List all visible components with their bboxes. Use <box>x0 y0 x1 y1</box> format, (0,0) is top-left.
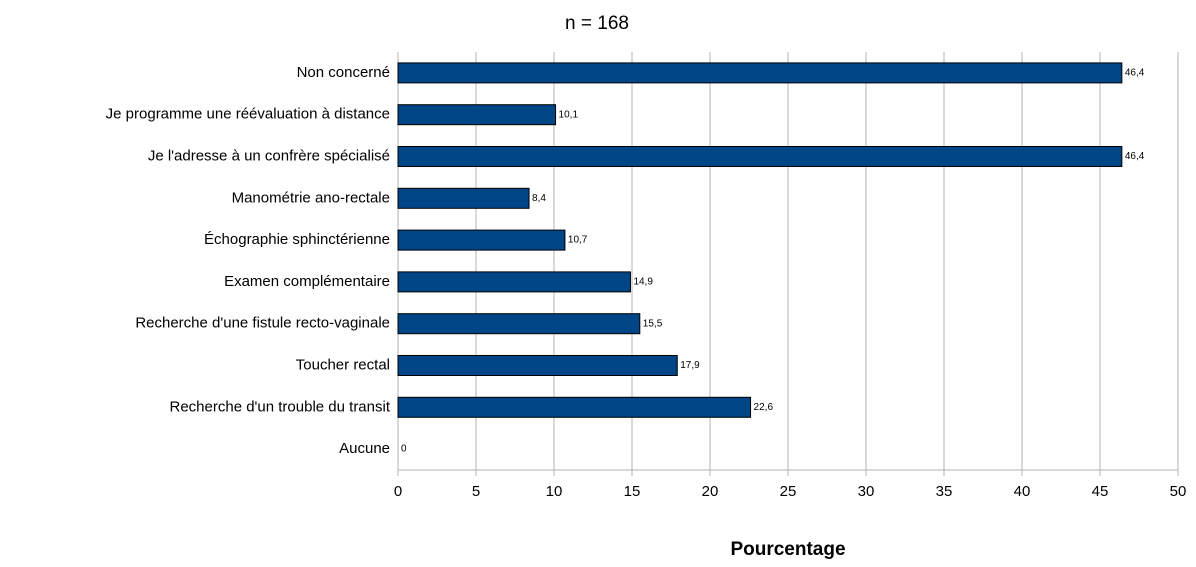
y-tick-label: Recherche d'une fistule recto-vaginale <box>135 315 390 332</box>
value-label: 14,9 <box>633 277 653 288</box>
value-label: 15,5 <box>643 318 663 329</box>
y-tick-label: Examen complémentaire <box>224 273 390 290</box>
x-tick-label: 20 <box>702 483 719 500</box>
x-tick-label: 5 <box>472 483 480 500</box>
bar <box>397 104 557 126</box>
x-tick-label: 45 <box>1092 483 1109 500</box>
bar <box>397 271 631 293</box>
y-tick-label: Non concerné <box>297 64 390 81</box>
y-tick-label: Je l'adresse à un confrère spécialisé <box>148 147 390 164</box>
x-tick-label: 40 <box>1014 483 1031 500</box>
value-label: 0 <box>401 444 407 455</box>
value-label: 8,4 <box>532 193 546 204</box>
x-tick-label: 10 <box>546 483 563 500</box>
y-tick-label: Recherche d'un trouble du transit <box>170 398 391 415</box>
x-tick-label: 30 <box>858 483 875 500</box>
x-tick-label: 35 <box>936 483 953 500</box>
bar <box>397 396 752 418</box>
bar <box>397 187 530 209</box>
y-tick-label: Manométrie ano-rectale <box>232 189 390 206</box>
value-label: 46,4 <box>1125 68 1145 79</box>
x-tick-label: 25 <box>780 483 797 500</box>
value-label: 17,9 <box>680 360 700 371</box>
value-label: 46,4 <box>1125 151 1145 162</box>
bar <box>397 229 566 251</box>
y-tick-label: Toucher rectal <box>296 356 390 373</box>
x-tick-label: 15 <box>624 483 641 500</box>
chart-title: n = 168 <box>565 13 629 34</box>
bar <box>397 62 1123 84</box>
value-label: 10,1 <box>559 109 579 120</box>
bar <box>397 355 678 376</box>
y-tick-label: Aucune <box>339 440 390 457</box>
y-tick-label: Je programme une réévaluation à distance <box>106 106 390 123</box>
bar <box>397 146 1123 167</box>
x-tick-label: 0 <box>394 483 402 500</box>
bar <box>397 313 641 335</box>
y-tick-label: Échographie sphinctérienne <box>204 231 390 248</box>
value-label: 10,7 <box>568 235 588 246</box>
x-tick-label: 50 <box>1170 483 1187 500</box>
value-label: 22,6 <box>754 402 774 413</box>
x-axis-title: Pourcentage <box>730 539 845 560</box>
